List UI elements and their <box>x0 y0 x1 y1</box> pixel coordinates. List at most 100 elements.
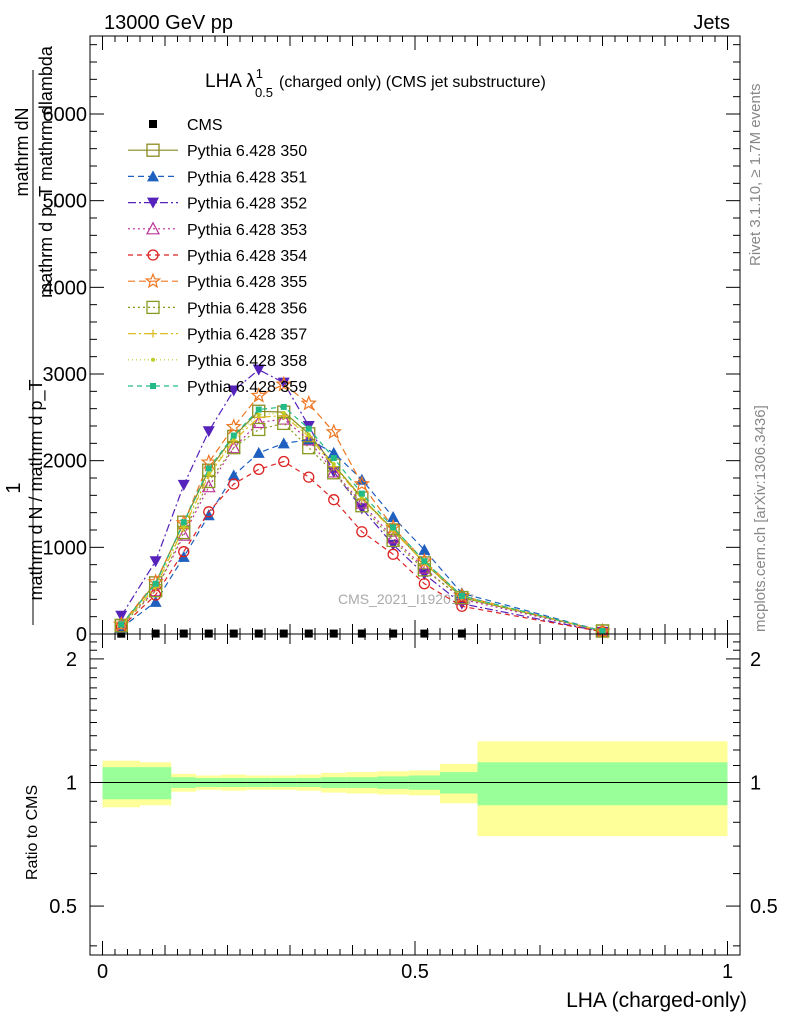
ratio-bands <box>102 741 728 837</box>
x-tick-label: 1 <box>722 961 733 983</box>
data-point-marker <box>281 411 286 415</box>
data-point-marker <box>276 411 291 425</box>
legend-label: Pythia 6.428 359 <box>187 379 307 396</box>
ratio-y-tick-label-right: 0.5 <box>750 896 778 918</box>
data-point-marker <box>387 548 399 560</box>
plot-title: LHA λ1 0.5 (charged only) (CMS jet substru… <box>205 66 546 100</box>
data-point-marker <box>326 464 341 478</box>
x-tick-label: 0.5 <box>401 961 429 983</box>
data-point-marker <box>227 469 240 481</box>
y-label-denominator: mathrm d N / mathrm d p_T <box>26 379 47 600</box>
data-point-marker <box>225 418 242 434</box>
data-point-marker <box>228 478 240 490</box>
ratio-y-tick-label-right: 1 <box>750 772 761 794</box>
legend-entry: CMS <box>149 117 223 134</box>
data-point-marker <box>252 446 265 458</box>
legend: CMS Pythia 6.428 350 Pythia 6.428 351 Pythi… <box>128 117 307 396</box>
plot-title-rest: (charged only) (CMS jet substructure) <box>279 74 546 91</box>
legend-label: Pythia 6.428 350 <box>187 143 307 160</box>
data-point-marker <box>330 455 337 462</box>
legend-label: Pythia 6.428 354 <box>187 248 307 265</box>
data-point-marker <box>149 595 162 607</box>
data-point-marker <box>250 387 267 403</box>
main-y-tick-label: 1000 <box>43 537 88 559</box>
data-point-marker <box>421 558 428 565</box>
main-y-tick-label: 2000 <box>43 451 88 473</box>
data-point-marker <box>353 475 371 492</box>
analysis-watermark: CMS_2021_I1920187 <box>338 591 474 607</box>
legend-label: Pythia 6.428 355 <box>187 274 307 291</box>
legend-entry: Pythia 6.428 356 <box>128 300 307 317</box>
x-tick-label: 0 <box>97 961 108 983</box>
data-point-marker <box>301 432 316 446</box>
data-point-marker <box>306 432 311 437</box>
data-point-marker <box>146 300 160 315</box>
series-line <box>120 460 603 633</box>
data-point-marker <box>253 463 265 475</box>
data-point-marker <box>147 197 159 209</box>
x-axis-label: LHA (charged-only) <box>566 989 747 1012</box>
ratio-y-axis: 0.5 0.5 1 1 2 2 <box>49 641 778 947</box>
main-y-tick-label: 0 <box>76 624 87 646</box>
ratio-band-inner <box>477 762 728 806</box>
legend-label: Pythia 6.428 358 <box>187 353 307 370</box>
data-point-marker <box>144 272 162 289</box>
legend-entry: Pythia 6.428 357 <box>128 327 307 344</box>
legend-entry: Pythia 6.428 355 <box>128 272 307 291</box>
data-point-marker <box>325 423 342 440</box>
data-point-marker <box>417 556 432 570</box>
data-point-marker <box>252 422 266 437</box>
series-line <box>120 422 603 632</box>
series-line <box>120 383 603 632</box>
ratio-y-tick-label: 1 <box>66 772 77 794</box>
data-point-marker <box>458 592 465 599</box>
data-point-marker <box>118 621 125 628</box>
series-line <box>120 412 603 632</box>
main-y-tick-label: 5000 <box>43 191 88 213</box>
data-point-marker <box>226 440 241 454</box>
data-point-marker <box>176 527 191 541</box>
main-x-axis <box>102 36 728 634</box>
data-point-marker <box>149 120 157 128</box>
main-y-tick-label: 3000 <box>43 364 88 386</box>
plot-title-main: LHA λ <box>205 71 256 92</box>
legend-entry: Pythia 6.428 350 <box>128 143 307 160</box>
data-point-marker <box>417 560 432 574</box>
data-point-marker <box>331 462 336 467</box>
main-y-tick-label: 4000 <box>43 277 88 299</box>
rivet-version-label: Rivet 3.1.10, ≥ 1.7M events <box>747 84 764 267</box>
legend-label: Pythia 6.428 356 <box>187 300 307 317</box>
data-point-marker <box>356 526 368 538</box>
data-point-marker <box>599 627 606 634</box>
legend-label: Pythia 6.428 352 <box>187 196 307 213</box>
data-point-marker <box>114 619 128 633</box>
series-pythia-6-428-356 <box>114 416 610 638</box>
legend-entry: Pythia 6.428 359 <box>128 379 307 396</box>
series-pythia-6-428-359 <box>118 403 606 634</box>
data-point-marker <box>358 490 365 497</box>
data-point-marker <box>255 406 262 413</box>
data-point-marker <box>300 394 317 411</box>
data-point-marker <box>305 425 312 432</box>
data-point-marker <box>386 523 400 537</box>
data-point-marker <box>146 143 160 157</box>
data-point-marker <box>302 441 316 455</box>
data-point-marker <box>252 364 265 376</box>
data-point-marker <box>200 453 218 470</box>
legend-entry: Pythia 6.428 352 <box>128 196 307 213</box>
data-point-marker <box>456 600 468 612</box>
data-point-marker <box>418 543 431 555</box>
data-point-marker <box>251 415 266 429</box>
data-point-marker <box>151 357 155 362</box>
data-point-marker <box>277 437 290 449</box>
data-point-marker <box>230 432 237 439</box>
y-label-one: 1 <box>3 482 25 493</box>
data-point-marker <box>328 494 340 506</box>
data-point-marker <box>201 479 216 493</box>
data-point-marker <box>149 556 162 568</box>
data-point-marker <box>150 383 156 389</box>
data-point-marker <box>147 249 159 261</box>
data-point-marker <box>275 375 293 392</box>
main-y-tick-label: 6000 <box>43 104 88 126</box>
